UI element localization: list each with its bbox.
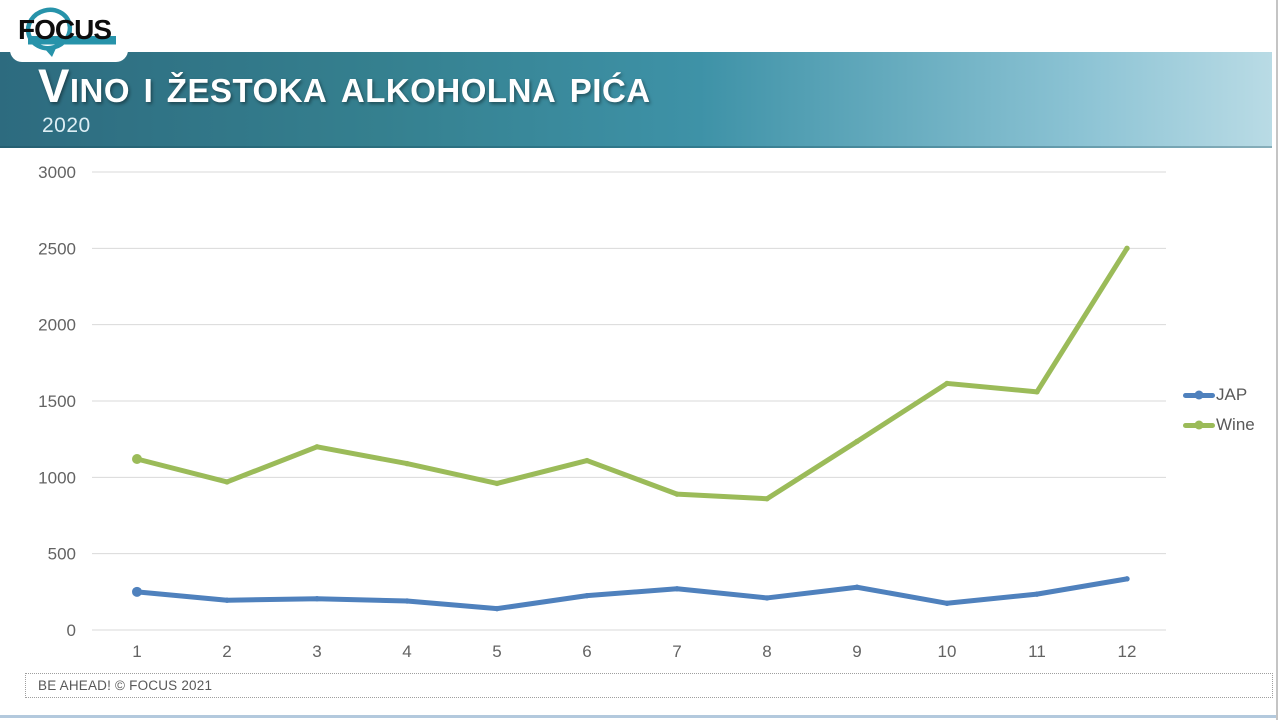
x-axis-tick: 6 [582, 642, 591, 661]
y-axis-tick: 500 [48, 545, 76, 564]
wine-data-point [764, 496, 770, 502]
footer-text: BE AHEAD! © FOCUS 2021 [38, 678, 213, 693]
wine-data-point [584, 457, 590, 464]
x-axis-tick: 9 [852, 642, 861, 661]
legend-item-wine: Wine [1183, 414, 1255, 436]
x-axis-tick: 4 [402, 642, 411, 661]
wine-data-point [674, 491, 680, 497]
x-axis-tick: 11 [1028, 642, 1046, 661]
wine-data-point [404, 460, 410, 467]
wine-data-point [1124, 245, 1130, 252]
chart-legend: JAP Wine [1183, 384, 1255, 436]
wine-data-point [1034, 389, 1040, 395]
jap-data-point [674, 586, 680, 592]
y-axis-tick: 1500 [38, 392, 76, 411]
y-axis-tick: 1000 [38, 468, 76, 487]
jap-data-point [494, 605, 500, 612]
page-title: Vino i žestoka alkoholna pića [38, 59, 651, 112]
jap-data-point [944, 600, 950, 606]
x-axis-tick: 1 [132, 642, 141, 661]
wine-data-point [224, 479, 230, 485]
jap-data-point [404, 598, 410, 604]
x-axis-tick: 3 [312, 642, 321, 661]
x-axis-tick: 2 [222, 642, 231, 661]
x-axis-tick: 8 [762, 642, 771, 661]
right-border [1276, 0, 1278, 720]
x-axis-tick: 12 [1118, 642, 1137, 661]
wine-series-line [134, 245, 1130, 502]
focus-logo: FOCUS [10, 0, 128, 62]
jap-data-point [132, 586, 142, 597]
jap-data-point [854, 584, 860, 590]
legend-swatch [1183, 392, 1215, 398]
jap-data-point [764, 595, 770, 601]
wine-data-point [132, 454, 142, 465]
page-subtitle: 2020 [42, 114, 91, 137]
x-axis-tick: 10 [938, 642, 957, 661]
legend-label-jap: JAP [1216, 385, 1248, 404]
jap-data-point [314, 596, 320, 602]
x-axis-tick: 5 [492, 642, 501, 661]
bottom-rule [0, 715, 1278, 718]
legend-item-jap: JAP [1183, 384, 1255, 406]
wine-data-point [314, 444, 320, 450]
legend-label-wine: Wine [1216, 415, 1255, 434]
focus-logo-text: FOCUS [18, 14, 111, 45]
jap-data-point [1124, 576, 1130, 582]
y-axis-tick: 3000 [38, 163, 76, 182]
jap-series-line [134, 576, 1130, 612]
header-band: Vino i žestoka alkoholna pića 2020 [0, 52, 1272, 148]
focus-logo-icon: FOCUS [18, 7, 116, 57]
legend-swatch [1183, 422, 1215, 428]
y-axis-tick: 0 [67, 621, 76, 640]
wine-data-point [854, 438, 860, 445]
y-axis-tick: 2000 [38, 316, 76, 335]
footer: BE AHEAD! © FOCUS 2021 [25, 673, 1273, 698]
x-axis-tick: 7 [672, 642, 681, 661]
wine-data-point [494, 480, 500, 487]
jap-data-point [1034, 591, 1040, 597]
wine-data-point [944, 380, 950, 387]
jap-data-point [224, 597, 230, 603]
jap-data-point [584, 592, 590, 599]
y-axis-tick: 2500 [38, 239, 76, 258]
